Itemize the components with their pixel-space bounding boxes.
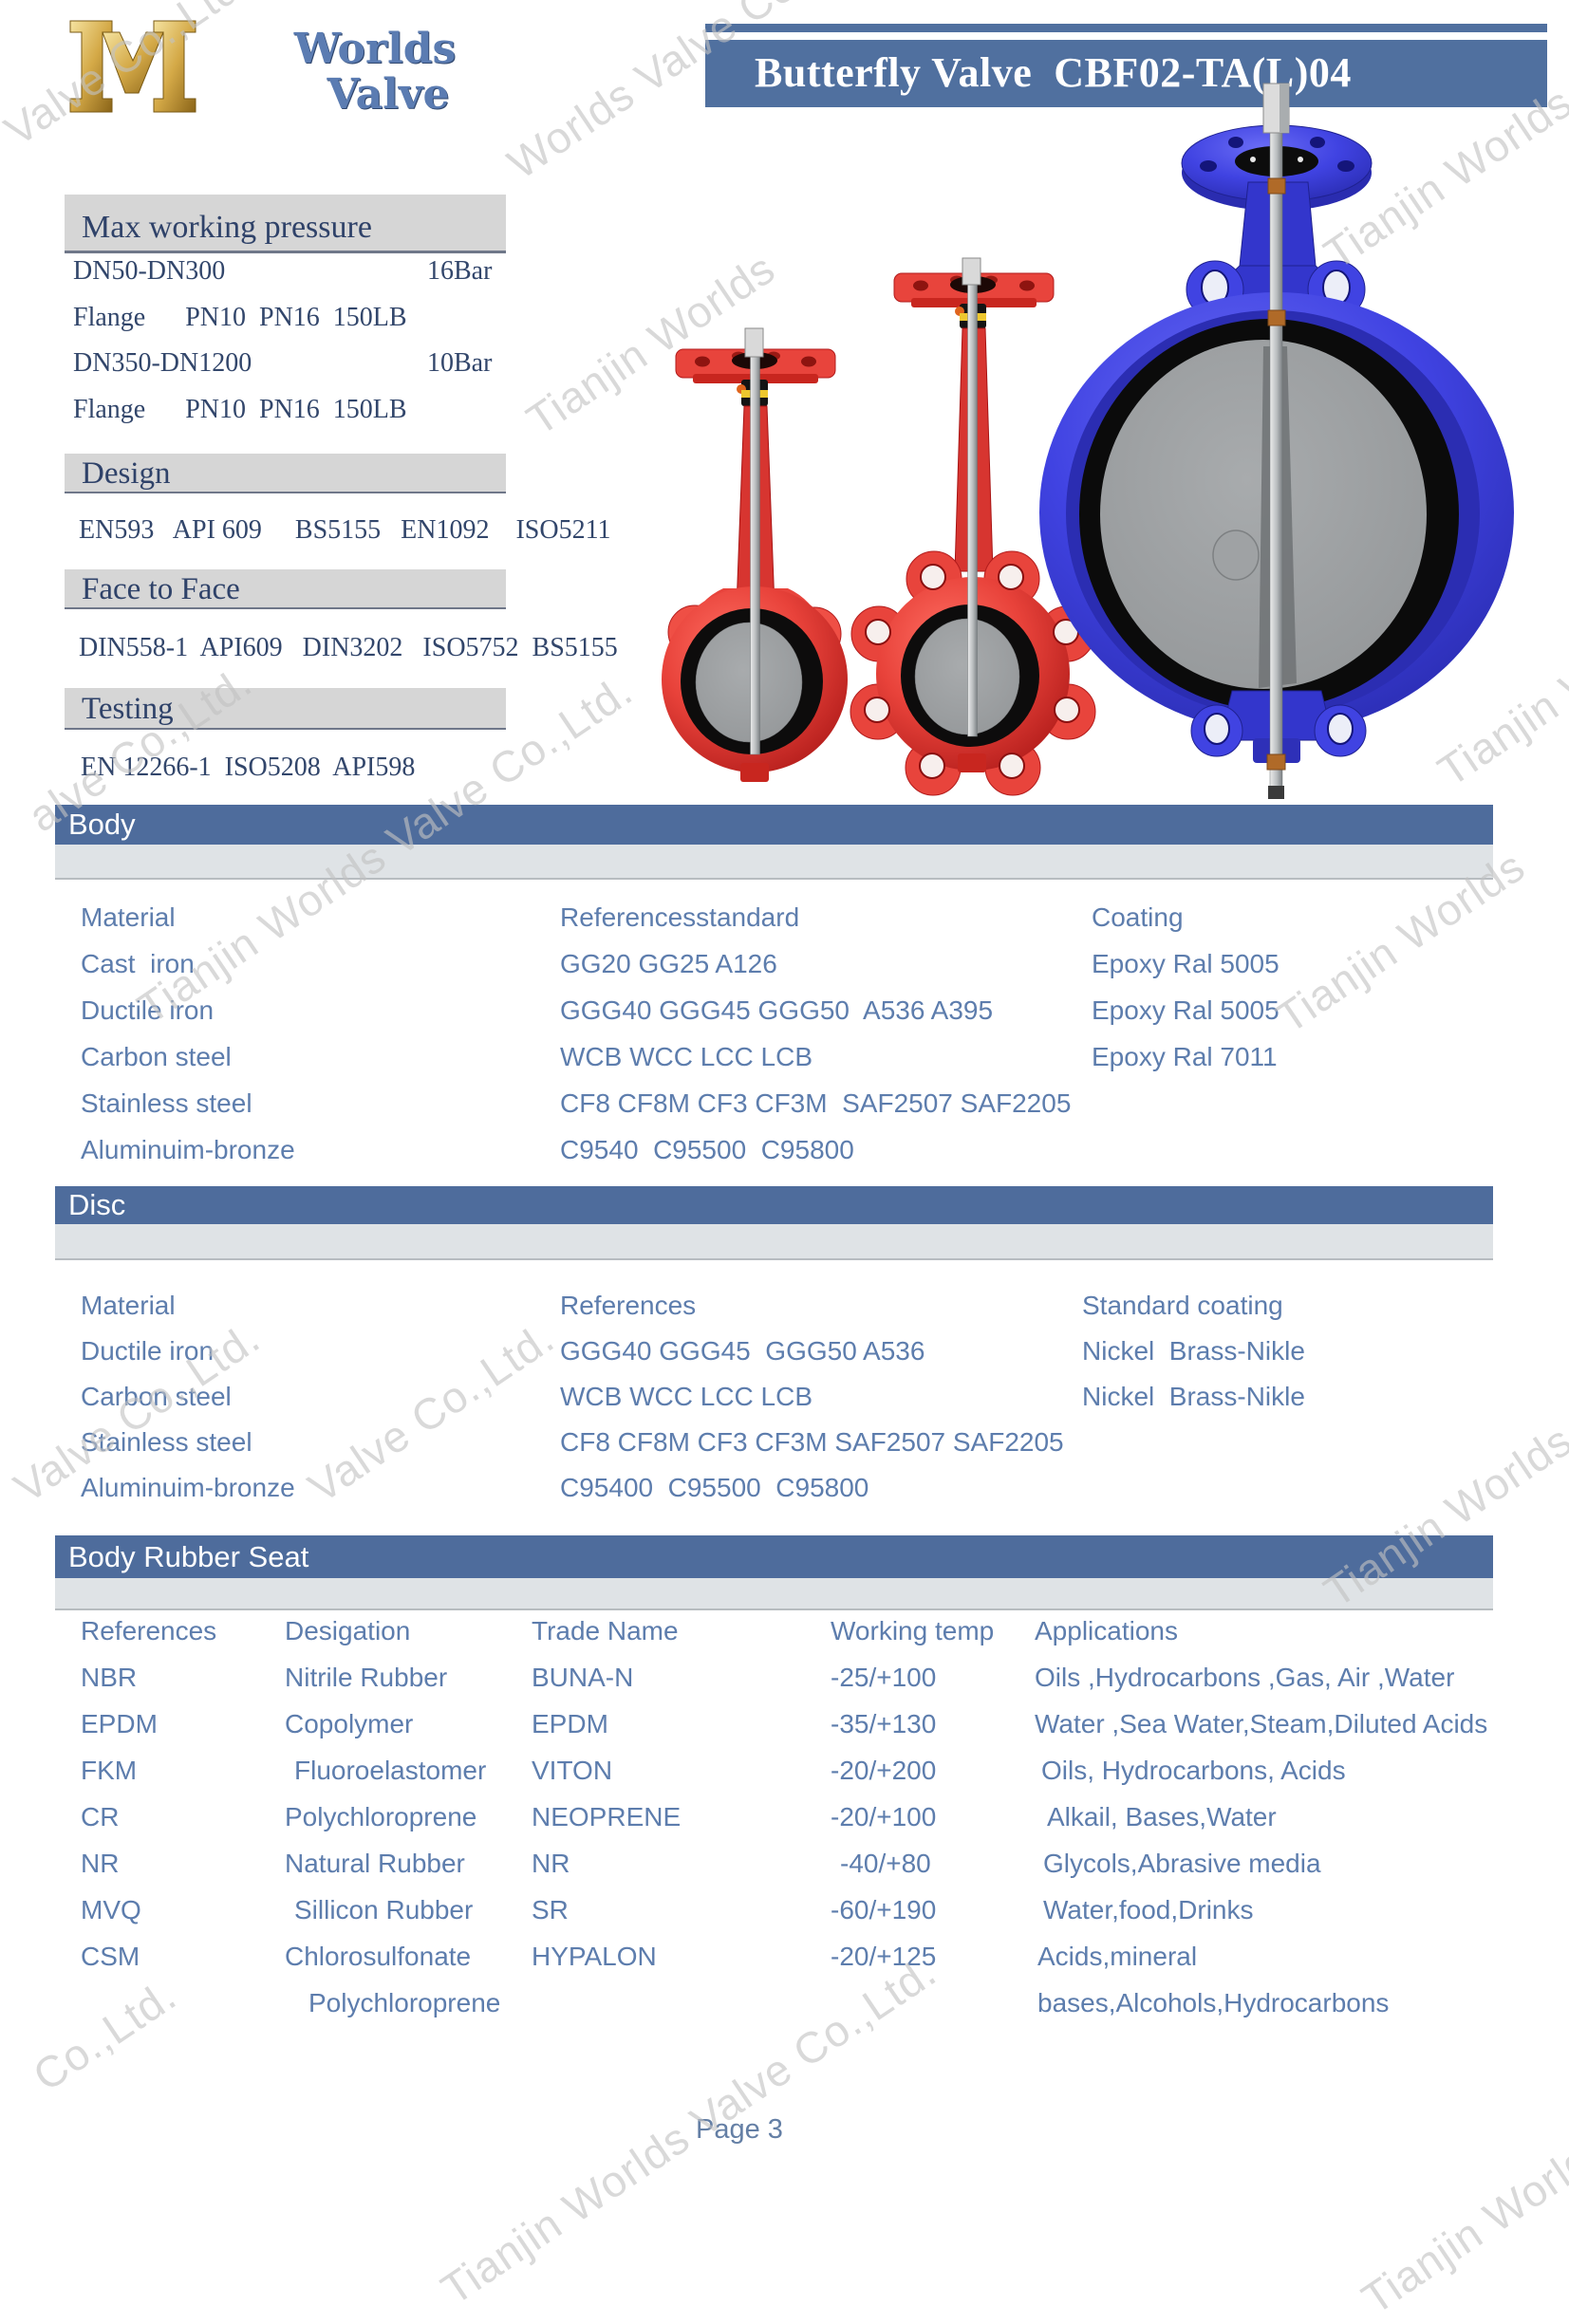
red-lug-valve: [850, 257, 1096, 796]
body-table-header-row: Material Referencesstandard Coating: [81, 902, 1184, 932]
title-band: Butterfly Valve CBF02-TA(L)04: [705, 40, 1547, 107]
disc-table-header-row: Material References Standard coating: [81, 1291, 1283, 1320]
rubber-seat-table: References Desigation Trade Name Working…: [81, 1608, 1504, 2026]
brand-name: Worlds Valve: [256, 27, 494, 118]
section-header-testing: Testing: [65, 688, 506, 730]
pressure-row: Flange PN10 PN16 150LB: [73, 394, 407, 424]
table-row: NR Natural Rubber NR -40/+80 Glycols,Abr…: [81, 1849, 1321, 1878]
watermark: Tianjin Worlds: [1353, 2122, 1569, 2324]
table-row: Cast iron GG20 GG25 A126 Epoxy Ral 5005: [81, 949, 1279, 978]
table-row: FKM Fluoroelastomer VITON -20/+200 Oils,…: [81, 1756, 1346, 1785]
pressure-row: DN50-DN300 16Bar: [73, 256, 493, 286]
table-row: CR Polychloroprene NEOPRENE -20/+100 Alk…: [81, 1802, 1277, 1831]
section-header-max-working-pressure: Max working pressure: [65, 195, 506, 253]
table-row: Aluminuim-bronze C9540 C95500 C95800: [81, 1135, 854, 1164]
table-row: Stainless steel CF8 CF8M CF3 CF3M SAF250…: [81, 1088, 1072, 1118]
table-row: Polychloroprene bases,Alcohols,Hydrocarb…: [308, 1988, 1390, 2017]
brand-line1: Worlds: [293, 25, 457, 73]
logo: Worlds Valve: [66, 13, 456, 118]
seat-table-header-row: References Desigation Trade Name Working…: [81, 1616, 1178, 1645]
table-row: NBR Nitrile Rubber BUNA-N -25/+100 Oils …: [81, 1663, 1455, 1692]
section-band-disc: Disc: [55, 1186, 1493, 1224]
brand-line2: Valve: [327, 70, 450, 119]
red-wafer-valve: [662, 327, 848, 782]
section-band-body: Body: [55, 805, 1493, 845]
testing-standards: EN 12266-1 ISO5208 API598: [81, 753, 416, 782]
table-row: Aluminuim-bronze C95400 C95500 C95800: [81, 1473, 869, 1502]
page-title: Butterfly Valve CBF02-TA(L)04: [755, 49, 1352, 96]
section-band-disc-subbar: [55, 1224, 1493, 1260]
pressure-rows: DN50-DN300 16Bar Flange PN10 PN16 150LB …: [73, 249, 681, 433]
logo-monogram-icon: [69, 20, 196, 113]
section-header-face-to-face: Face to Face: [65, 569, 506, 609]
butterfly-valve-illustration: [662, 83, 1514, 799]
pressure-row: Flange PN10 PN16 150LB: [73, 302, 407, 332]
section-header-design: Design: [65, 454, 506, 493]
section-band-body-subbar: [55, 845, 1493, 880]
design-standards: EN593 API 609 BS5155 EN1092 ISO5211: [79, 515, 611, 545]
table-row: Carbon steel WCB WCC LCC LCB Nickel Bras…: [81, 1382, 1305, 1411]
section-band-body-rubber-seat: Body Rubber Seat: [55, 1535, 1493, 1578]
table-row: MVQ Sillicon Rubber SR -60/+190 Water,fo…: [81, 1895, 1254, 1924]
table-row: Ductile iron GGG40 GGG45 GGG50 A536 A395…: [81, 995, 1279, 1025]
page-number: Page 3: [696, 2114, 783, 2145]
disc-table: Material References Standard coating Duc…: [81, 1283, 1504, 1511]
table-row: EPDM Copolymer EPDM -35/+130 Water ,Sea …: [81, 1709, 1488, 1738]
section-band-seat-subbar: [55, 1578, 1493, 1610]
table-row: Stainless steel CF8 CF8M CF3 CF3M SAF250…: [81, 1427, 1064, 1457]
face-to-face-standards: DIN558-1 API609 DIN3202 ISO5752 BS5155: [79, 633, 618, 662]
title-top-stripe: [705, 24, 1547, 32]
table-row: CSM Chlorosulfonate HYPALON -20/+125 Aci…: [81, 1942, 1198, 1971]
table-row: Ductile iron GGG40 GGG45 GGG50 A536 Nick…: [81, 1336, 1305, 1366]
table-row: Carbon steel WCB WCC LCC LCB Epoxy Ral 7…: [81, 1042, 1278, 1071]
pressure-row: DN350-DN1200 10Bar: [73, 348, 493, 378]
body-table: Material Referencesstandard Coating Cast…: [81, 894, 1504, 1173]
blue-wafer-valve: [1039, 83, 1514, 799]
